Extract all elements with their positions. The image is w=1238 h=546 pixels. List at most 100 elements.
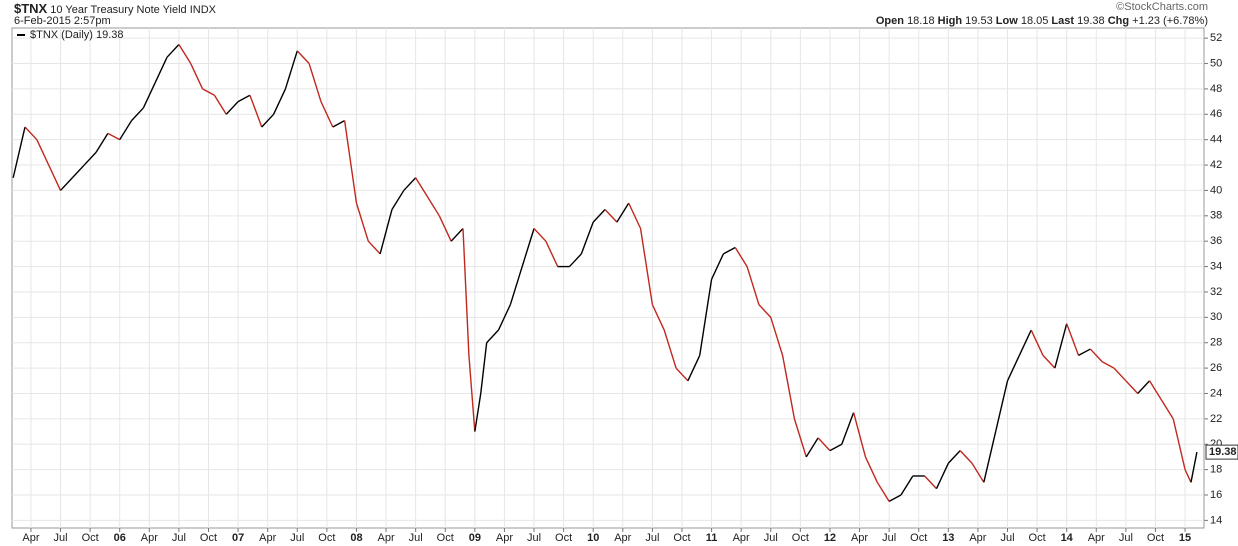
line-segment [805,437,819,458]
x-tick-label: 15 [1179,532,1191,544]
x-tick-label: Oct [1147,532,1164,544]
line-segment [876,481,890,502]
x-tick-label: Jul [764,532,778,544]
line-segment [533,228,547,242]
line-segment [829,443,843,452]
x-tick-label: Oct [792,532,809,544]
x-tick-label: Jul [1000,532,1014,544]
x-tick-label: Jul [645,532,659,544]
line-segment [852,412,867,458]
line-segment [1018,329,1032,356]
quote-value: 18.05 [1020,15,1049,27]
line-segment [308,63,322,102]
line-segment [900,475,914,496]
line-segment [841,412,855,445]
x-tick-label: 10 [587,532,599,544]
line-segment [438,215,452,242]
line-segment [497,304,511,331]
line-segment [1078,348,1091,357]
line-segment [415,177,429,198]
last-value-box [1205,444,1238,460]
line-segment [699,279,713,356]
line-segment [817,437,831,452]
quote-label: Last [1051,15,1075,27]
line-segment [592,208,606,223]
y-tick-label: 36 [1210,235,1222,247]
line-segment [426,196,440,217]
x-tick-label: Oct [673,532,690,544]
line-segment [639,228,654,305]
y-tick-label: 52 [1210,32,1222,44]
line-segment [178,44,192,64]
x-tick-label: 06 [114,532,126,544]
y-tick-label: 44 [1210,134,1222,146]
line-segment [107,132,121,141]
x-tick-label: Apr [259,532,276,544]
line-segment [225,101,239,115]
y-tick-label: 30 [1210,311,1222,323]
line-segment [83,151,97,166]
line-segment [616,202,630,223]
x-tick-label: Oct [1029,532,1046,544]
x-tick-label: Apr [851,532,868,544]
line-segment [1125,380,1139,394]
line-segment [1137,380,1151,394]
line-segment [468,355,476,432]
line-segment [770,317,784,356]
y-tick-label: 32 [1210,286,1222,298]
x-tick-label: Jul [1119,532,1133,544]
line-segment [450,228,464,242]
line-segment [343,120,358,204]
line-segment [202,88,215,96]
title-line: $TNX 10 Year Treasury Note Yield INDX [14,1,216,16]
line-segment [131,107,144,122]
x-tick-label: Jul [290,532,304,544]
plot-area [11,27,1205,529]
line-segment [474,393,482,432]
x-tick-label: 07 [232,532,244,544]
line-segment [746,266,760,305]
line-segment [983,431,997,483]
x-tick-label: 11 [706,532,718,544]
y-tick-label: 18 [1210,464,1222,476]
line-segment [95,132,109,153]
line-segment [296,50,310,65]
y-tick-label: 50 [1210,57,1222,69]
line-segment [1042,354,1056,369]
quote-line: Open 18.18 High 19.53 Low 18.05 Last 19.… [876,15,1208,27]
line-segment [379,209,393,255]
line-segment [60,177,73,191]
quote-value: +1.23 (+6.78%) [1132,15,1208,27]
x-tick-label: Jul [882,532,896,544]
line-segment [190,63,204,90]
x-tick-label: Oct [318,532,335,544]
quote-label: Chg [1107,15,1130,27]
line-segment [924,475,937,490]
y-tick-label: 24 [1210,387,1222,399]
y-tick-label: 16 [1210,489,1222,501]
line-segment [971,462,985,483]
x-tick-label: Oct [910,532,927,544]
line-segment [166,44,180,58]
line-segment [1089,348,1103,363]
line-segment [1006,355,1020,382]
legend-name: $TNX (Daily) [30,29,93,41]
line-segment [1190,451,1198,483]
quote-label: Low [995,15,1018,27]
x-tick-label: Oct [437,532,454,544]
y-tick-label: 28 [1210,337,1222,349]
x-tick-label: Apr [141,532,158,544]
y-tick-label: 40 [1210,184,1222,196]
symbol: $TNX [14,1,48,16]
line-segment [1184,469,1192,483]
line-segment [249,95,263,128]
line-segment [24,126,38,141]
quote-label: Open [875,15,904,27]
y-tick-label: 26 [1210,362,1222,374]
x-tick-label: Apr [1088,532,1105,544]
line-segment [651,304,665,331]
x-tick-label: Oct [200,532,217,544]
line-segment [758,304,772,318]
instrument-name: 10 Year Treasury Note Yield [50,4,187,16]
line-segment [864,456,878,483]
